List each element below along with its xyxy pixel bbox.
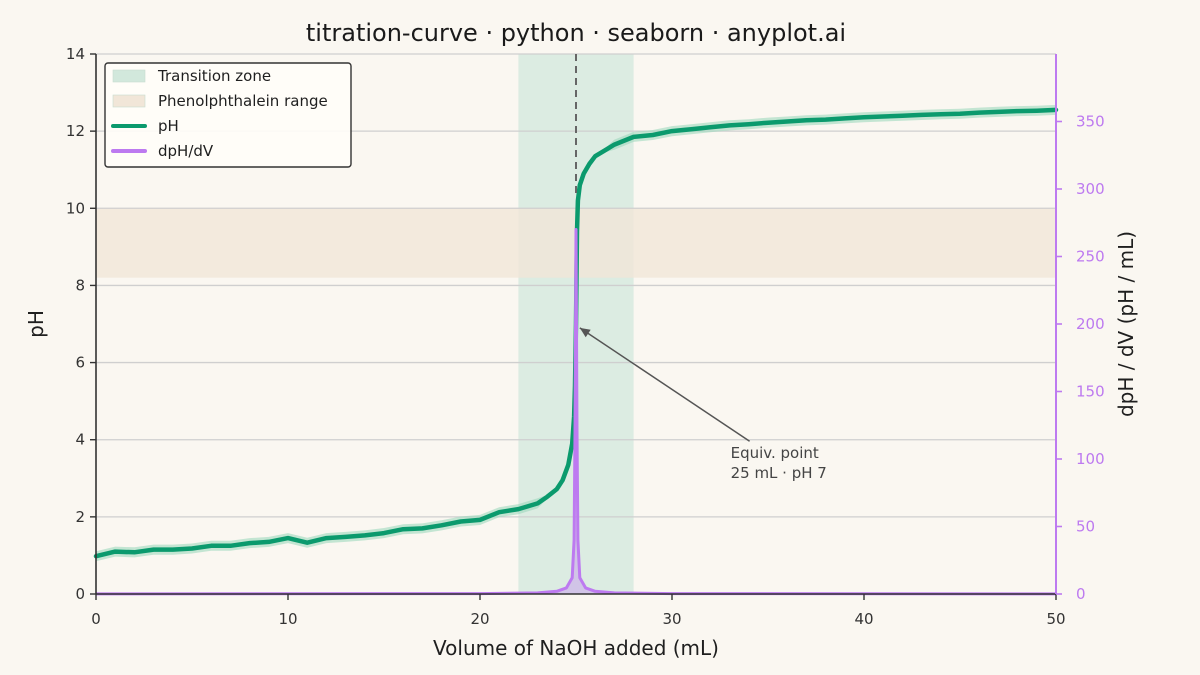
- y-tick-label: 8: [75, 276, 85, 294]
- y-tick-label: 2: [75, 508, 85, 526]
- y-tick-label: 0: [75, 585, 85, 603]
- y-tick-label: 14: [66, 45, 85, 63]
- legend: Transition zone Phenolphthalein range pH dp…: [104, 62, 352, 168]
- legend-swatch: [112, 94, 146, 108]
- y2-axis-title: dpH / dV (pH / mL): [1114, 231, 1138, 417]
- x-tick-label: 40: [854, 610, 873, 628]
- y2-tick-label: 0: [1076, 585, 1086, 603]
- x-tick-label: 30: [662, 610, 681, 628]
- y2-tick-label: 350: [1076, 113, 1105, 131]
- x-tick-label: 10: [278, 610, 297, 628]
- y2-tick-label: 250: [1076, 248, 1105, 266]
- legend-label: dpH/dV: [158, 142, 214, 160]
- y2-tick-label: 50: [1076, 518, 1095, 536]
- series-layer: [93, 107, 1059, 596]
- chart-title: titration-curve · python · seaborn · any…: [306, 19, 846, 47]
- legend-label: Transition zone: [157, 67, 271, 85]
- x-tick-label: 0: [91, 610, 101, 628]
- y-tick-label: 10: [66, 199, 85, 217]
- annotation-layer: Equiv. point 25 mL · pH 7: [575, 54, 827, 482]
- legend-label: pH: [158, 117, 179, 135]
- dpdv-series-line: [95, 228, 1057, 596]
- x-tick-label: 50: [1046, 610, 1065, 628]
- y2-tick-label: 150: [1076, 383, 1105, 401]
- annotation-text: Equiv. point: [731, 444, 819, 462]
- y2-tick-label: 100: [1076, 450, 1105, 468]
- y-tick-label: 4: [75, 431, 85, 449]
- legend-box: [104, 62, 352, 168]
- annotation-arrowhead: [579, 327, 591, 338]
- axes-layer: 0 10 20 30 40 50 0 2 4 6 8 10 12 14 0 50 100 150 200 250 300…: [66, 45, 1105, 628]
- y-tick-label: 6: [75, 354, 85, 372]
- y2-tick-label: 200: [1076, 315, 1105, 333]
- annotation-text: 25 mL · pH 7: [731, 464, 827, 482]
- x-tick-label: 20: [470, 610, 489, 628]
- legend-label: Phenolphthalein range: [158, 92, 328, 110]
- y-tick-label: 12: [66, 122, 85, 140]
- legend-swatch: [112, 69, 146, 83]
- y-axis-title: pH: [24, 310, 48, 338]
- y2-tick-label: 300: [1076, 180, 1105, 198]
- annotation-arrow-line: [579, 327, 751, 442]
- x-axis-title: Volume of NaOH added (mL): [433, 636, 719, 660]
